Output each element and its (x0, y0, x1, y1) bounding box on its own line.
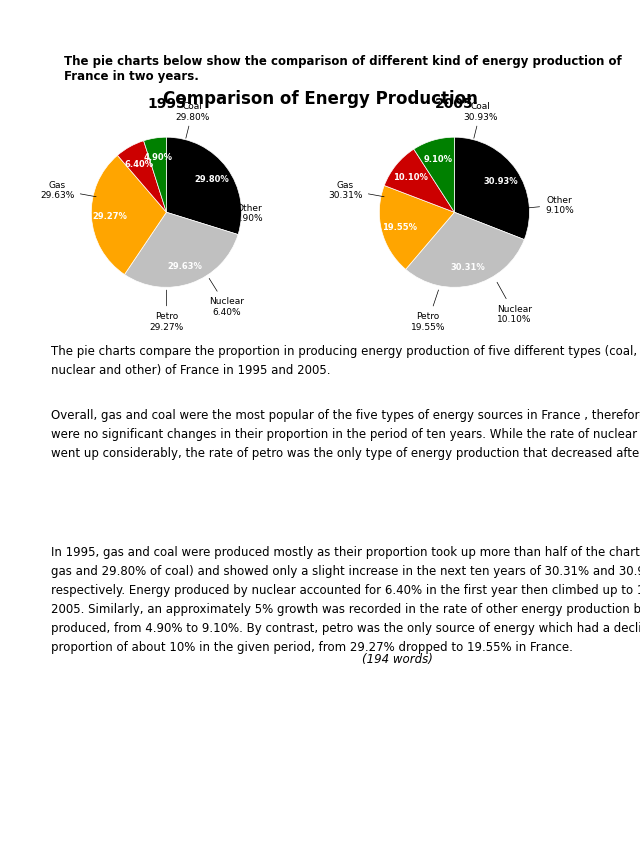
Text: 19.55%: 19.55% (382, 222, 417, 232)
Text: Overall, gas and coal were the most popular of the five types of energy sources : Overall, gas and coal were the most popu… (51, 409, 640, 460)
Text: 10.10%: 10.10% (393, 173, 428, 182)
Text: Other
4.90%: Other 4.90% (230, 204, 263, 222)
Text: Nuclear
6.40%: Nuclear 6.40% (209, 279, 244, 316)
Text: The pie charts compare the proportion in producing energy production of five dif: The pie charts compare the proportion in… (51, 345, 640, 377)
Wedge shape (125, 213, 238, 288)
Wedge shape (406, 213, 524, 288)
Text: 30.93%: 30.93% (484, 177, 518, 186)
Text: Comparison of Energy Production: Comparison of Energy Production (163, 89, 477, 107)
Text: 29.80%: 29.80% (195, 176, 229, 184)
Text: 29.63%: 29.63% (168, 262, 202, 271)
Text: Other
9.10%: Other 9.10% (525, 196, 574, 216)
Text: Petro
29.27%: Petro 29.27% (149, 291, 184, 331)
Text: 29.27%: 29.27% (93, 212, 127, 221)
Text: Nuclear
10.10%: Nuclear 10.10% (497, 283, 532, 324)
Wedge shape (118, 141, 166, 213)
Text: 30.31%: 30.31% (451, 263, 486, 272)
Text: Coal
29.80%: Coal 29.80% (175, 102, 210, 139)
Text: The pie charts below show the comparison of different kind of energy production : The pie charts below show the comparison… (64, 55, 621, 83)
Text: (194 words): (194 words) (362, 652, 433, 665)
Text: Coal
30.93%: Coal 30.93% (463, 102, 498, 139)
Wedge shape (384, 150, 454, 213)
Text: Gas
29.63%: Gas 29.63% (40, 181, 96, 200)
Text: Petro
19.55%: Petro 19.55% (411, 291, 445, 331)
Wedge shape (92, 156, 166, 275)
Title: 2005: 2005 (435, 97, 474, 111)
Text: In 1995, gas and coal were produced mostly as their proportion took up more than: In 1995, gas and coal were produced most… (51, 545, 640, 653)
Wedge shape (414, 138, 454, 213)
Title: 1995: 1995 (147, 97, 186, 111)
Text: 9.10%: 9.10% (424, 154, 453, 164)
Wedge shape (143, 138, 166, 213)
Wedge shape (380, 187, 454, 270)
Wedge shape (454, 138, 529, 240)
Text: Gas
30.31%: Gas 30.31% (328, 181, 384, 200)
Text: 6.40%: 6.40% (124, 159, 154, 169)
Wedge shape (166, 138, 241, 235)
Text: 4.90%: 4.90% (143, 153, 172, 162)
